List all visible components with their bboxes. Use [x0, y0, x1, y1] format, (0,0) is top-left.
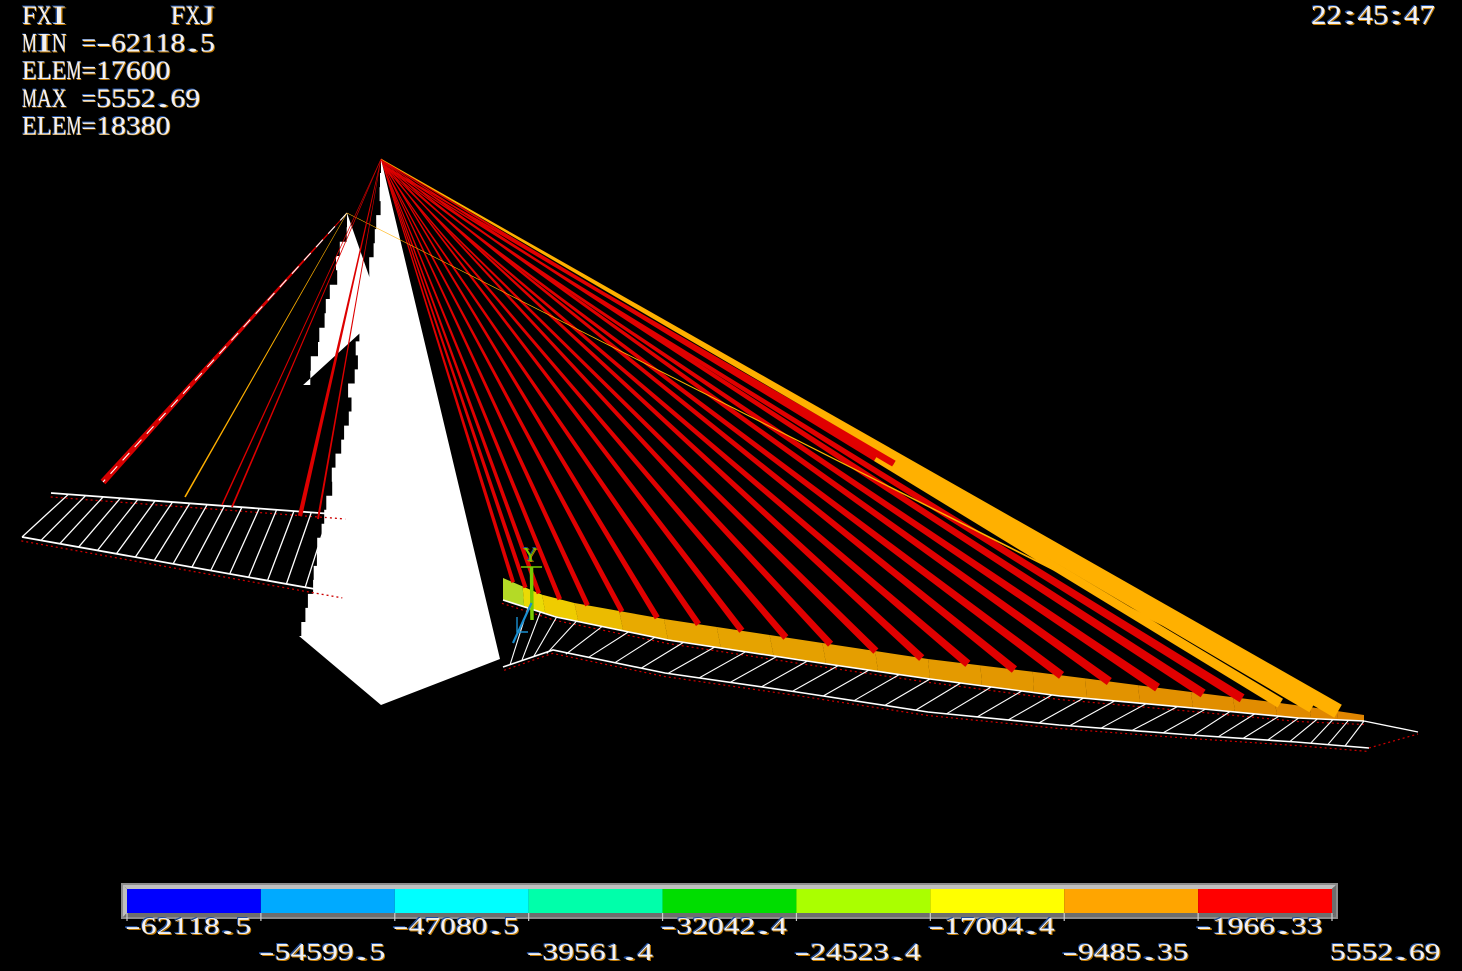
svg-text:-47080.5: -47080.5 — [393, 914, 519, 940]
svg-text:5552.69: 5552.69 — [1330, 940, 1441, 966]
svg-text:-62118.5: -62118.5 — [125, 914, 251, 940]
svg-text:Y: Y — [523, 544, 537, 566]
svg-text:-24523.4: -24523.4 — [794, 940, 920, 966]
svg-text:-9485.35: -9485.35 — [1062, 940, 1188, 966]
svg-text:MIN=-62118.5: MIN =-62118.5 — [22, 29, 215, 58]
svg-text:MAX=5552.69: MAX =5552.69 — [22, 84, 200, 113]
svg-text:-17004.4: -17004.4 — [928, 914, 1054, 940]
svg-text:ELEM=17600: ELEM=17600 — [22, 56, 171, 85]
svg-text:-32042.4: -32042.4 — [661, 914, 787, 940]
svg-text:ELEM=18380: ELEM=18380 — [22, 111, 171, 140]
svg-text:22:45:47: 22:45:47 — [1311, 0, 1435, 30]
svg-text:-54599.5: -54599.5 — [259, 940, 385, 966]
svg-text:-39561.4: -39561.4 — [527, 940, 653, 966]
svg-text:-1966.33: -1966.33 — [1196, 914, 1322, 940]
